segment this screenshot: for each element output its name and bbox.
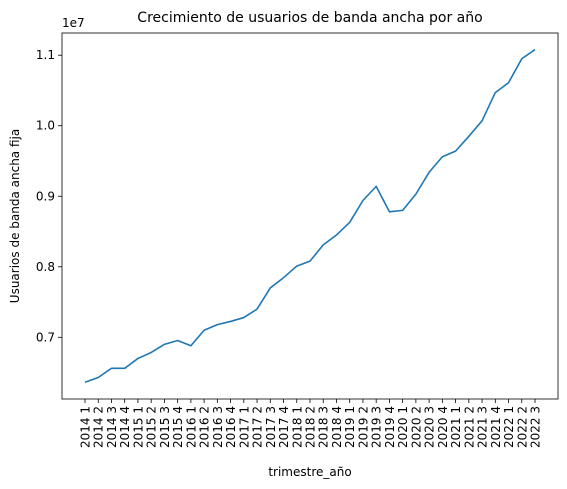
x-tick-label: 2017 2 bbox=[251, 406, 265, 448]
x-tick-label: 2018 1 bbox=[290, 406, 304, 448]
x-tick-label: 2017 1 bbox=[237, 406, 251, 448]
x-tick-label: 2016 1 bbox=[184, 406, 198, 448]
y-tick-label: 1.1 bbox=[36, 48, 55, 62]
x-tick-label: 2015 4 bbox=[171, 406, 185, 448]
x-axis: 2014 1 2014 2 2014 3 2014 4 2015 1 2015 2 2015… bbox=[79, 399, 543, 448]
x-tick-label: 2019 2 bbox=[356, 406, 370, 448]
x-tick-label: 2015 2 bbox=[145, 406, 159, 448]
y-axis-label: Usuarios de banda ancha fija bbox=[8, 129, 22, 303]
x-tick-label: 2018 3 bbox=[317, 406, 331, 448]
x-tick-label: 2015 1 bbox=[131, 406, 145, 448]
x-tick-label: 2022 2 bbox=[515, 406, 529, 448]
x-tick-label: 2019 3 bbox=[370, 406, 384, 448]
x-tick-label: 2018 2 bbox=[304, 406, 318, 448]
x-tick-label: 2022 3 bbox=[529, 406, 543, 448]
x-tick-label: 2021 2 bbox=[462, 406, 476, 448]
y-axis: 0.7 0.8 0.9 1.0 1.1 bbox=[36, 48, 62, 344]
x-tick-label: 2018 4 bbox=[330, 406, 344, 448]
x-tick-label: 2019 1 bbox=[343, 406, 357, 448]
x-tick-label: 2015 3 bbox=[158, 406, 172, 448]
x-tick-label: 2016 3 bbox=[211, 406, 225, 448]
x-tick-label: 2016 2 bbox=[198, 406, 212, 448]
x-tick-label: 2014 3 bbox=[105, 406, 119, 448]
x-tick-label: 2021 3 bbox=[476, 406, 490, 448]
series-line bbox=[84, 48, 536, 384]
x-tick-label: 2014 1 bbox=[79, 406, 93, 448]
x-tick-label: 2014 2 bbox=[92, 406, 106, 448]
x-tick-label: 2014 4 bbox=[118, 406, 132, 448]
x-tick-label: 2017 4 bbox=[277, 406, 291, 448]
x-tick-label: 2022 1 bbox=[502, 406, 516, 448]
x-tick-label: 2020 2 bbox=[409, 406, 423, 448]
x-tick-label: 2017 3 bbox=[264, 406, 278, 448]
y-tick-label: 0.8 bbox=[36, 260, 55, 274]
x-tick-label: 2020 4 bbox=[436, 406, 450, 448]
x-tick-label: 2016 4 bbox=[224, 406, 238, 448]
chart-title: Crecimiento de usuarios de banda ancha p… bbox=[137, 10, 482, 26]
plot-area bbox=[61, 32, 559, 400]
x-tick-label: 2020 1 bbox=[396, 406, 410, 448]
y-tick-label: 0.7 bbox=[36, 330, 55, 344]
x-tick-label: 2020 3 bbox=[423, 406, 437, 448]
y-tick-label: 1.0 bbox=[36, 119, 55, 133]
x-axis-label: trimestre_año bbox=[268, 465, 351, 479]
y-tick-label: 0.9 bbox=[36, 189, 55, 203]
x-tick-label: 2021 4 bbox=[489, 406, 503, 448]
y-axis-offset-label: 1e7 bbox=[62, 16, 85, 30]
x-tick-label: 2019 4 bbox=[383, 406, 397, 448]
x-tick-label: 2021 1 bbox=[449, 406, 463, 448]
